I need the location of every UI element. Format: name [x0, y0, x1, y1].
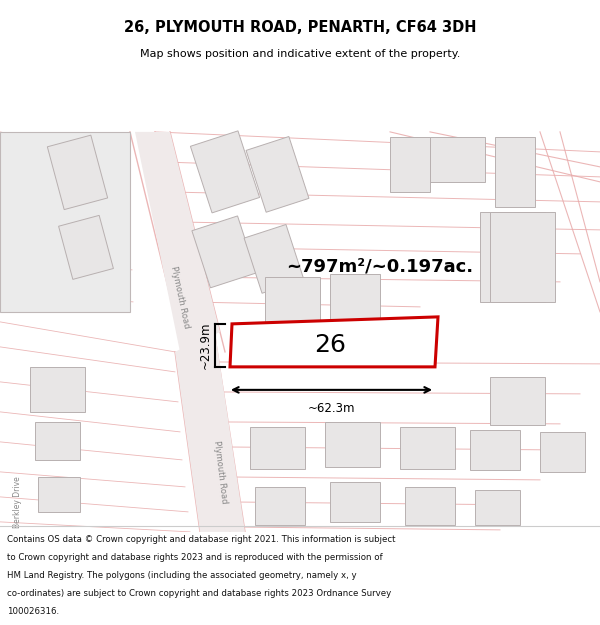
Polygon shape	[470, 430, 520, 470]
Polygon shape	[330, 482, 380, 522]
Polygon shape	[265, 277, 320, 322]
Text: 26, PLYMOUTH ROAD, PENARTH, CF64 3DH: 26, PLYMOUTH ROAD, PENARTH, CF64 3DH	[124, 19, 476, 34]
Polygon shape	[390, 137, 430, 192]
Text: Plymouth Road: Plymouth Road	[169, 265, 191, 329]
Polygon shape	[330, 274, 380, 322]
Polygon shape	[480, 212, 545, 302]
Polygon shape	[495, 137, 535, 207]
Polygon shape	[0, 132, 130, 312]
Polygon shape	[192, 216, 256, 288]
Polygon shape	[405, 487, 455, 525]
Text: to Crown copyright and database rights 2023 and is reproduced with the permissio: to Crown copyright and database rights 2…	[7, 552, 383, 562]
Polygon shape	[246, 136, 309, 212]
Polygon shape	[175, 332, 245, 532]
Text: Contains OS data © Crown copyright and database right 2021. This information is : Contains OS data © Crown copyright and d…	[7, 535, 396, 544]
Polygon shape	[35, 422, 80, 460]
Polygon shape	[540, 432, 585, 472]
Polygon shape	[255, 487, 305, 525]
Polygon shape	[490, 212, 555, 302]
Polygon shape	[38, 477, 80, 512]
Text: Plymouth Road: Plymouth Road	[212, 440, 229, 504]
Text: 100026316.: 100026316.	[7, 606, 59, 616]
Polygon shape	[430, 137, 485, 182]
Text: Map shows position and indicative extent of the property.: Map shows position and indicative extent…	[140, 49, 460, 59]
Text: 26: 26	[314, 333, 346, 357]
Polygon shape	[30, 367, 85, 412]
Polygon shape	[59, 216, 113, 279]
Text: Berkley Drive: Berkley Drive	[13, 476, 23, 528]
Polygon shape	[135, 132, 220, 352]
Text: HM Land Registry. The polygons (including the associated geometry, namely x, y: HM Land Registry. The polygons (includin…	[7, 571, 357, 579]
Text: co-ordinates) are subject to Crown copyright and database rights 2023 Ordnance S: co-ordinates) are subject to Crown copyr…	[7, 589, 391, 598]
Polygon shape	[475, 490, 520, 525]
Polygon shape	[190, 131, 260, 213]
Text: ~62.3m: ~62.3m	[308, 402, 355, 415]
Polygon shape	[230, 317, 438, 367]
Text: ~797m²/~0.197ac.: ~797m²/~0.197ac.	[286, 258, 473, 276]
Polygon shape	[47, 135, 107, 209]
Text: ~23.9m: ~23.9m	[199, 322, 212, 369]
Polygon shape	[325, 422, 380, 467]
Polygon shape	[400, 427, 455, 469]
Polygon shape	[250, 427, 305, 469]
Polygon shape	[490, 377, 545, 425]
Polygon shape	[244, 224, 304, 293]
